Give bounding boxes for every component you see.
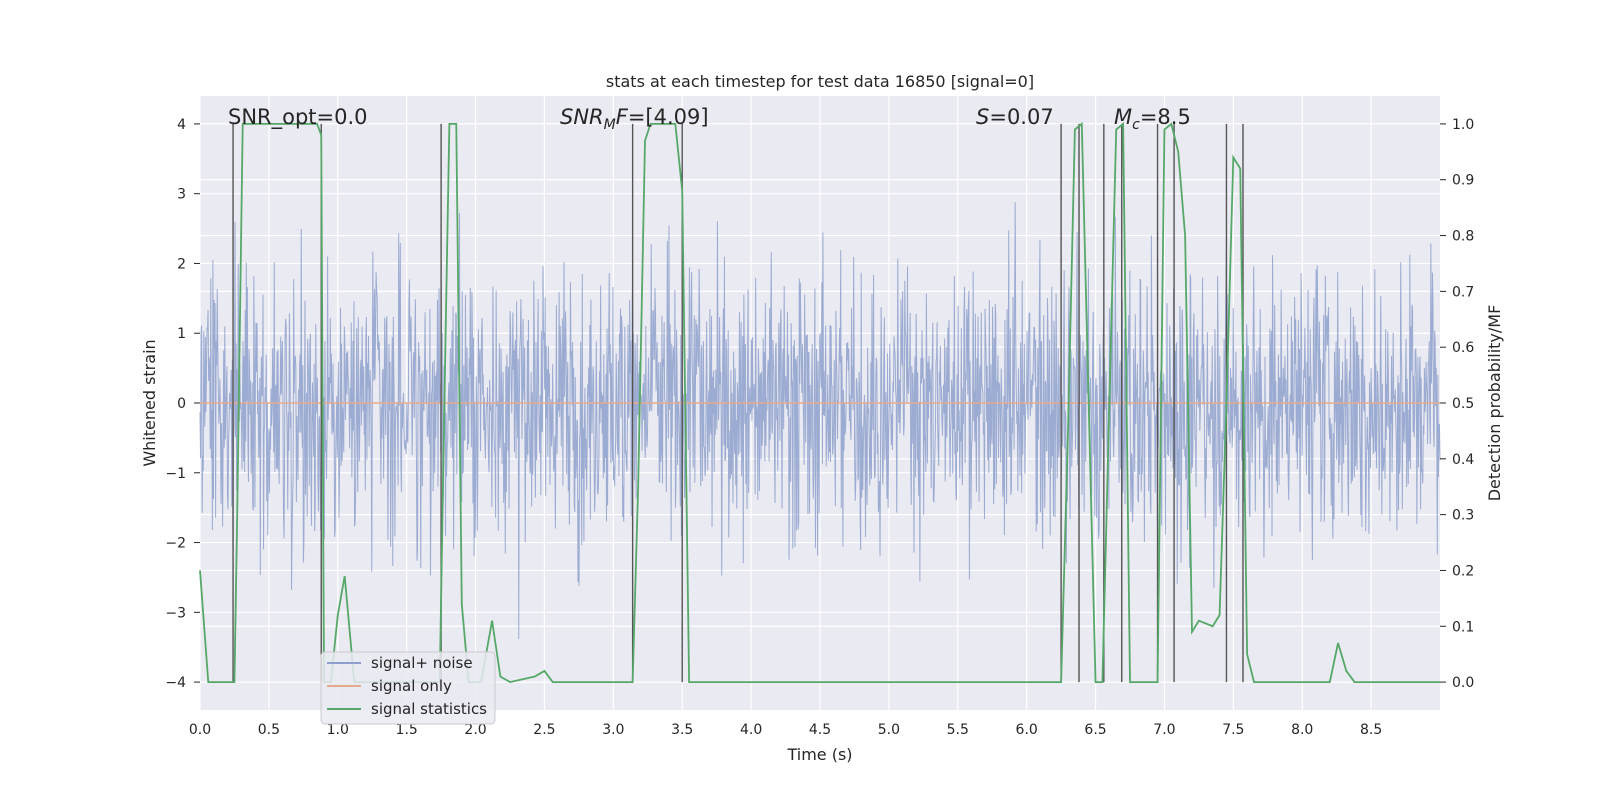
noise-trace bbox=[199, 202, 1441, 640]
y-axis-right-label: Detection probability/MF bbox=[1485, 305, 1504, 502]
y-right-tick-label: 1.0 bbox=[1452, 117, 1474, 133]
y-tick-label: −3 bbox=[165, 605, 186, 621]
legend-label-signal: signal only bbox=[371, 677, 452, 695]
x-tick-label: 3.5 bbox=[671, 722, 693, 738]
y-right-tick-label: 0.8 bbox=[1452, 229, 1474, 245]
x-tick-label: 1.0 bbox=[327, 722, 349, 738]
legend: signal+ noise signal only signal statist… bbox=[320, 651, 496, 725]
y-right-tick-label: 0.4 bbox=[1452, 452, 1474, 468]
x-tick-label: 0.0 bbox=[189, 722, 211, 738]
annotation-s: S=0.07 bbox=[976, 105, 1054, 129]
y-right-tick-label: 0.3 bbox=[1452, 508, 1474, 524]
y-tick-label: 4 bbox=[177, 117, 186, 133]
x-tick-label: 4.5 bbox=[809, 722, 831, 738]
noise-series bbox=[199, 202, 1441, 640]
annotation-mc: Mc=8.5 bbox=[1114, 105, 1191, 133]
y-right-tick-label: 0.1 bbox=[1452, 619, 1474, 635]
y-tick-label: −2 bbox=[165, 536, 186, 552]
chart-title: stats at each timestep for test data 168… bbox=[606, 72, 1034, 91]
y-tick-label: −4 bbox=[165, 675, 186, 691]
x-tick-label: 0.5 bbox=[258, 722, 280, 738]
x-tick-label: 6.5 bbox=[1084, 722, 1106, 738]
y-right-tick-label: 0.7 bbox=[1452, 284, 1474, 300]
x-tick-label: 4.0 bbox=[740, 722, 762, 738]
x-tick-label: 8.5 bbox=[1360, 722, 1382, 738]
x-tick-label: 7.0 bbox=[1153, 722, 1175, 738]
y-tick-label: 2 bbox=[177, 256, 186, 272]
y-tick-label: 0 bbox=[177, 396, 186, 412]
y-tick-label: −1 bbox=[165, 466, 186, 482]
y-tick-label: 1 bbox=[177, 326, 186, 342]
annotation-snr-mf: SNRMF=[4.09] bbox=[560, 105, 709, 133]
tick-labels: 0.0 0.5 1.0 1.5 2.0 2.5 3.0 3.5 4.0 4.5 5.0 5.5 6.0 6… bbox=[165, 117, 1474, 738]
x-tick-label: 6.0 bbox=[1016, 722, 1038, 738]
legend-box bbox=[320, 651, 496, 725]
y-axis-label: Whitened strain bbox=[140, 339, 159, 466]
y-right-tick-label: 0.5 bbox=[1452, 396, 1474, 412]
x-tick-label: 5.0 bbox=[878, 722, 900, 738]
y-right-tick-label: 0.6 bbox=[1452, 340, 1474, 356]
x-tick-label: 8.0 bbox=[1291, 722, 1313, 738]
x-tick-label: 5.5 bbox=[947, 722, 969, 738]
x-tick-label: 2.0 bbox=[464, 722, 486, 738]
x-tick-label: 3.0 bbox=[602, 722, 624, 738]
legend-label-stats: signal statistics bbox=[371, 700, 487, 718]
y-tick-label: 3 bbox=[177, 187, 186, 203]
legend-label-noise: signal+ noise bbox=[371, 654, 473, 672]
x-tick-label: 2.5 bbox=[533, 722, 555, 738]
x-tick-label: 7.5 bbox=[1222, 722, 1244, 738]
y-right-tick-label: 0.0 bbox=[1452, 675, 1474, 691]
x-axis-label: Time (s) bbox=[786, 745, 852, 764]
x-tick-label: 1.5 bbox=[396, 722, 418, 738]
y-right-tick-label: 0.9 bbox=[1452, 173, 1474, 189]
y-right-tick-label: 0.2 bbox=[1452, 563, 1474, 579]
annotation-snr-opt: SNR_opt=0.0 bbox=[228, 105, 368, 130]
